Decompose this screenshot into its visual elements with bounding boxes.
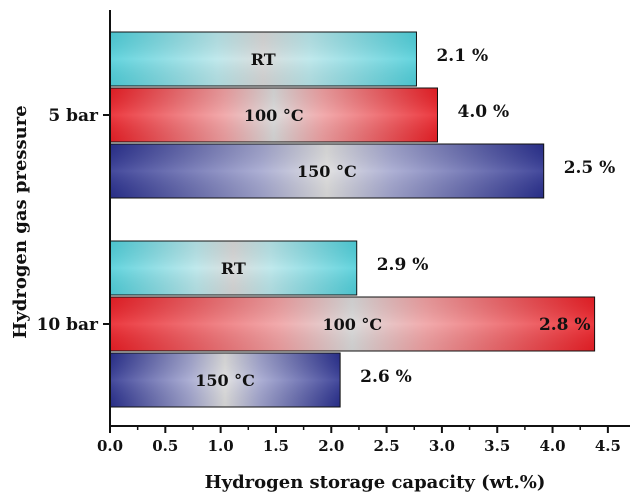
bar-label: 150 °C [297, 162, 357, 181]
y-axis-title: Hydrogen gas pressure [10, 105, 31, 338]
x-tick-label: 1.5 [263, 437, 289, 455]
bar-label: 100 °C [244, 106, 304, 125]
data-label: 2.8 % [539, 315, 591, 335]
x-tick-label: 4.5 [595, 437, 621, 455]
y-tick-label: 10 bar [37, 315, 99, 335]
bar-shade [110, 297, 595, 351]
bar-shade [110, 241, 357, 295]
bar-shade [110, 88, 437, 142]
data-label: 4.0 % [457, 102, 509, 122]
bar-label: 100 °C [322, 315, 382, 334]
x-tick-label: 3.0 [429, 437, 455, 455]
x-tick-label: 0.0 [97, 437, 123, 455]
data-label: 2.5 % [564, 158, 616, 178]
x-tick-label: 1.0 [208, 437, 234, 455]
x-tick-label: 2.5 [374, 437, 400, 455]
bar-label: RT [221, 259, 246, 278]
y-tick-label: 5 bar [48, 106, 99, 126]
labels-layer: RT 2.1 % 100 °C 4.0 % 150 °C 2.5 % 5 bar RT 2.9 … [10, 46, 621, 493]
data-label: 2.1 % [436, 46, 488, 66]
x-axis-title: Hydrogen storage capacity (wt.%) [205, 472, 546, 493]
bar-shade [110, 353, 340, 407]
axes-layer [103, 10, 630, 433]
bar-label: RT [251, 50, 276, 69]
x-tick-label: 3.5 [484, 437, 510, 455]
x-tick-label: 2.0 [318, 437, 344, 455]
bar-shade [110, 32, 416, 86]
bar-shade [110, 144, 544, 198]
data-label: 2.6 % [360, 367, 412, 387]
x-tick-label: 4.0 [539, 437, 565, 455]
bar-label: 150 °C [195, 371, 255, 390]
bars-layer [109, 31, 596, 408]
data-label: 2.9 % [377, 255, 429, 275]
x-tick-label: 0.5 [152, 437, 178, 455]
